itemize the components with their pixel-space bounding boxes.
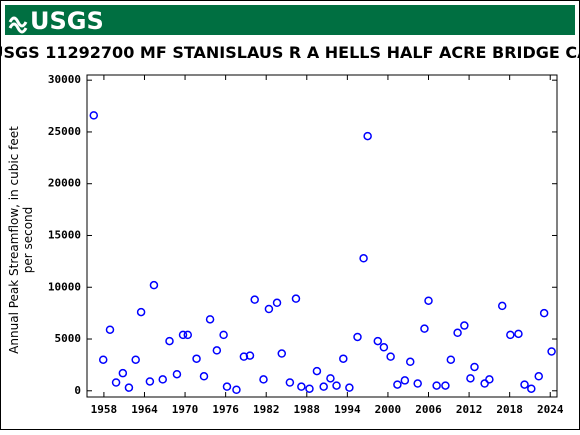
data-point — [285, 378, 295, 387]
data-point — [339, 354, 348, 363]
data-point — [178, 330, 188, 340]
data-point — [480, 379, 489, 388]
data-point — [332, 381, 341, 390]
y-axis-label: per second — [21, 207, 35, 274]
data-point — [105, 325, 115, 334]
data-point — [149, 280, 159, 290]
data-point — [89, 111, 99, 120]
data-point — [520, 380, 529, 389]
data-point — [145, 377, 155, 386]
data-point — [424, 296, 433, 305]
data-point — [539, 308, 549, 318]
data-point — [406, 357, 415, 367]
data-point — [192, 354, 201, 363]
data-point — [111, 378, 121, 387]
data-point — [400, 376, 410, 385]
data-point — [245, 351, 255, 360]
data-point — [534, 372, 543, 381]
data-point — [466, 374, 475, 383]
chart-title: USGS 11292700 MF STANISLAUS R A HELLS HA… — [0, 43, 580, 62]
data-point — [272, 298, 282, 308]
data-point — [373, 336, 383, 346]
y-tick-label: 20000 — [48, 177, 81, 190]
data-point — [183, 330, 193, 340]
data-point — [212, 346, 222, 355]
y-axis-label: Annual Peak Streamflow, in cubic feet — [7, 126, 21, 354]
y-tick-label: 25000 — [48, 125, 81, 138]
x-tick-label: 2024 — [537, 403, 564, 416]
data-point — [326, 374, 335, 383]
data-point — [497, 301, 507, 311]
data-point — [118, 368, 128, 378]
data-point — [277, 349, 287, 358]
data-point — [239, 352, 249, 361]
logo-wave — [8, 16, 28, 34]
plot-frame — [86, 74, 558, 398]
data-point — [305, 384, 314, 393]
x-tick-label: 1970 — [172, 403, 199, 416]
y-tick-label: 0 — [74, 384, 81, 397]
data-point — [136, 307, 146, 317]
data-point — [291, 294, 301, 303]
y-tick-label: 5000 — [55, 332, 82, 345]
data-point — [527, 384, 536, 393]
data-point — [319, 382, 328, 391]
x-tick-label: 2012 — [456, 403, 483, 416]
data-point — [124, 383, 134, 392]
data-point — [312, 366, 322, 376]
data-point — [506, 330, 515, 340]
data-point — [345, 383, 354, 392]
x-tick-label: 1964 — [131, 403, 158, 416]
data-point — [250, 295, 259, 304]
x-tick-label: 2018 — [496, 403, 523, 416]
data-point — [199, 372, 209, 381]
x-tick-label: 1982 — [253, 403, 280, 416]
data-point — [219, 330, 228, 340]
data-point — [441, 381, 450, 390]
data-point — [420, 324, 429, 333]
data-point — [460, 321, 469, 330]
x-tick-label: 1994 — [334, 403, 361, 416]
data-point — [363, 131, 372, 141]
data-point — [353, 332, 362, 342]
x-tick-label: 1988 — [294, 403, 321, 416]
data-point — [259, 375, 268, 384]
data-point — [386, 352, 395, 361]
x-tick-label: 1976 — [212, 403, 239, 416]
y-tick-label: 15000 — [48, 228, 81, 241]
data-point — [413, 379, 422, 388]
data-point — [98, 355, 108, 364]
data-point — [172, 369, 182, 379]
x-tick-label: 2006 — [415, 403, 442, 416]
data-point — [432, 381, 441, 390]
data-point — [453, 328, 462, 338]
data-point — [485, 375, 494, 384]
y-tick-label: 10000 — [48, 280, 81, 293]
data-point — [514, 329, 523, 339]
data-point — [446, 355, 456, 364]
data-point — [264, 304, 274, 314]
logo-text: USGS — [30, 7, 104, 35]
data-point — [547, 347, 556, 356]
data-point — [470, 362, 479, 372]
data-point — [222, 382, 232, 391]
data-point — [359, 254, 368, 263]
data-point — [297, 382, 306, 391]
x-tick-label: 1958 — [91, 403, 118, 416]
data-point — [232, 385, 241, 395]
data-point — [379, 343, 389, 352]
y-tick-label: 30000 — [48, 73, 81, 86]
header-bar — [5, 5, 575, 35]
data-point — [131, 355, 140, 364]
x-tick-label: 2000 — [375, 403, 402, 416]
data-point — [165, 336, 174, 346]
data-point — [205, 315, 215, 324]
data-point — [158, 375, 167, 384]
data-point — [393, 380, 402, 389]
